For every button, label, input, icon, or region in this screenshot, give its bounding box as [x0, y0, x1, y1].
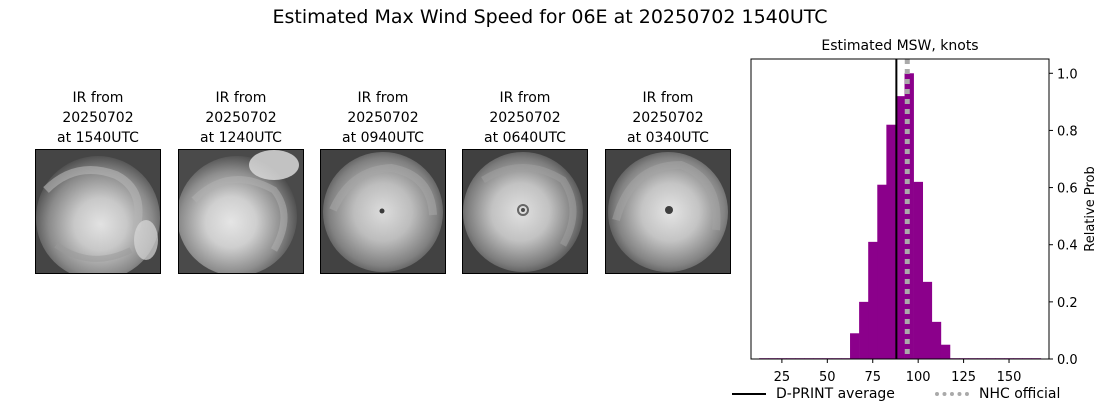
ir-panel-3: IR from 20250702 at 0940UTC: [320, 88, 446, 274]
y-axis-label: Relative Prob: [1083, 166, 1098, 251]
legend-line-dotted-icon: [935, 392, 969, 396]
ir-satellite-image: [35, 149, 161, 274]
chart-legend: D-PRINT average NHC official: [730, 386, 1090, 408]
ir-caption-date: 20250702: [62, 110, 134, 126]
histogram-bar: [850, 333, 860, 359]
ir-panel-2: IR from 20250702 at 1240UTC: [178, 88, 304, 274]
ir-caption: IR from 20250702 at 1540UTC: [35, 88, 161, 148]
histogram-bar: [922, 281, 933, 359]
legend-line-solid-icon: [732, 393, 766, 395]
ir-caption-date: 20250702: [632, 110, 704, 126]
histogram-bar: [913, 181, 924, 359]
ir-satellite-image: [178, 149, 304, 274]
y-tick-label: 0.2: [1057, 296, 1078, 311]
ir-panel-4: IR from 20250702 at 0640UTC: [462, 88, 588, 274]
x-tick-label: 75: [864, 370, 881, 385]
figure-title: Estimated Max Wind Speed for 06E at 2025…: [272, 6, 828, 28]
ir-caption-date: 20250702: [489, 110, 561, 126]
x-tick-label: 50: [819, 370, 836, 385]
ir-caption-line: IR from: [72, 90, 124, 106]
ir-satellite-image: [320, 149, 446, 274]
plot-frame: [750, 58, 1050, 360]
histogram-bar: [886, 124, 896, 359]
ir-caption: IR from 20250702 at 0340UTC: [605, 88, 731, 148]
ir-satellite-image: [462, 149, 588, 274]
histogram-bar: [868, 241, 878, 359]
ir-caption: IR from 20250702 at 0640UTC: [462, 88, 588, 148]
ir-caption-line: IR from: [642, 90, 694, 106]
histogram-bar: [877, 184, 887, 359]
legend-label: NHC official: [979, 386, 1061, 402]
ir-caption-line: IR from: [499, 90, 551, 106]
ir-caption-time: at 1540UTC: [57, 130, 139, 146]
ir-caption-time: at 1240UTC: [200, 130, 282, 146]
histogram-bar: [904, 73, 914, 360]
histogram-bar: [940, 344, 951, 359]
y-tick-label: 0.0: [1057, 353, 1078, 368]
ir-caption-date: 20250702: [347, 110, 419, 126]
y-tick-label: 0.4: [1057, 239, 1078, 254]
ir-panel-5: IR from 20250702 at 0340UTC: [605, 88, 731, 274]
ir-caption-line: IR from: [215, 90, 267, 106]
x-tick-label: 125: [951, 370, 976, 385]
y-tick-label: 0.6: [1057, 182, 1078, 197]
legend-item-dprint: D-PRINT average: [732, 386, 895, 402]
histogram-bar: [859, 301, 869, 359]
ir-caption-time: at 0340UTC: [627, 130, 709, 146]
x-tick-label: 25: [774, 370, 791, 385]
ir-panel-1: IR from 20250702 at 1540UTC: [35, 88, 161, 274]
histogram-bar: [895, 96, 905, 360]
chart-title: Estimated MSW, knots: [821, 38, 978, 54]
histogram-bar: [931, 321, 942, 359]
ir-caption-date: 20250702: [205, 110, 277, 126]
ir-caption-time: at 0940UTC: [342, 130, 424, 146]
ir-satellite-image: [605, 149, 731, 274]
ir-caption-time: at 0640UTC: [484, 130, 566, 146]
ir-caption: IR from 20250702 at 1240UTC: [178, 88, 304, 148]
y-tick-label: 1.0: [1057, 67, 1078, 82]
legend-item-nhc: NHC official: [935, 386, 1060, 402]
y-tick-label: 0.8: [1057, 124, 1078, 139]
x-tick-label: 100: [906, 370, 931, 385]
ir-caption: IR from 20250702 at 0940UTC: [320, 88, 446, 148]
x-tick-label: 150: [997, 370, 1022, 385]
ir-caption-line: IR from: [357, 90, 409, 106]
legend-label: D-PRINT average: [776, 386, 895, 402]
